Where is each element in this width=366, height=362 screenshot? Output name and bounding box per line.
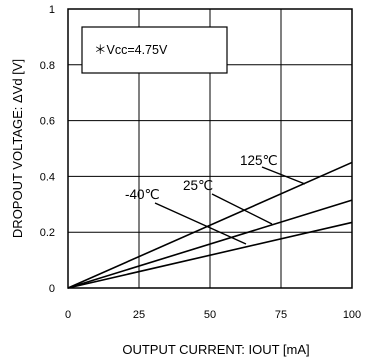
series-label-125c: 125℃: [240, 153, 278, 168]
series-line-2: [67, 221, 353, 289]
series-line-1: [67, 199, 353, 289]
condition-note-box: [81, 26, 228, 74]
series-label-25c: 25℃: [183, 178, 213, 193]
condition-note: ＊Vcc=4.75V: [94, 43, 168, 57]
y-tick-label: 0: [49, 283, 55, 295]
plot-frame: [67, 8, 353, 289]
series-label-leaders: [154, 166, 306, 245]
y-axis-title: DROPOUT VOLTAGE: ΔVd [V]: [10, 59, 25, 238]
y-tick-label: 0.6: [40, 116, 55, 128]
y-tick-labels: 0 0.2 0.4 0.6 0.8 1: [40, 4, 55, 295]
series-leader-line: [154, 202, 247, 245]
x-tick-label: 0: [65, 309, 71, 321]
x-axis-title: OUTPUT CURRENT: IOUT [mA]: [122, 342, 309, 357]
series-leader-line: [261, 166, 306, 185]
x-tick-label: 25: [133, 309, 145, 321]
y-tick-label: 0.4: [40, 171, 55, 183]
x-tick-labels: 0 25 50 75 100: [65, 309, 361, 321]
series-label-minus40c: -40℃: [125, 187, 160, 202]
x-tick-label: 50: [204, 309, 216, 321]
y-tick-label: 1: [49, 4, 55, 16]
series-leader-line: [211, 193, 273, 225]
y-tick-label: 0.2: [40, 227, 55, 239]
x-tick-label: 75: [275, 309, 287, 321]
x-tick-label: 100: [343, 309, 361, 321]
y-tick-label: 0.8: [40, 60, 55, 72]
